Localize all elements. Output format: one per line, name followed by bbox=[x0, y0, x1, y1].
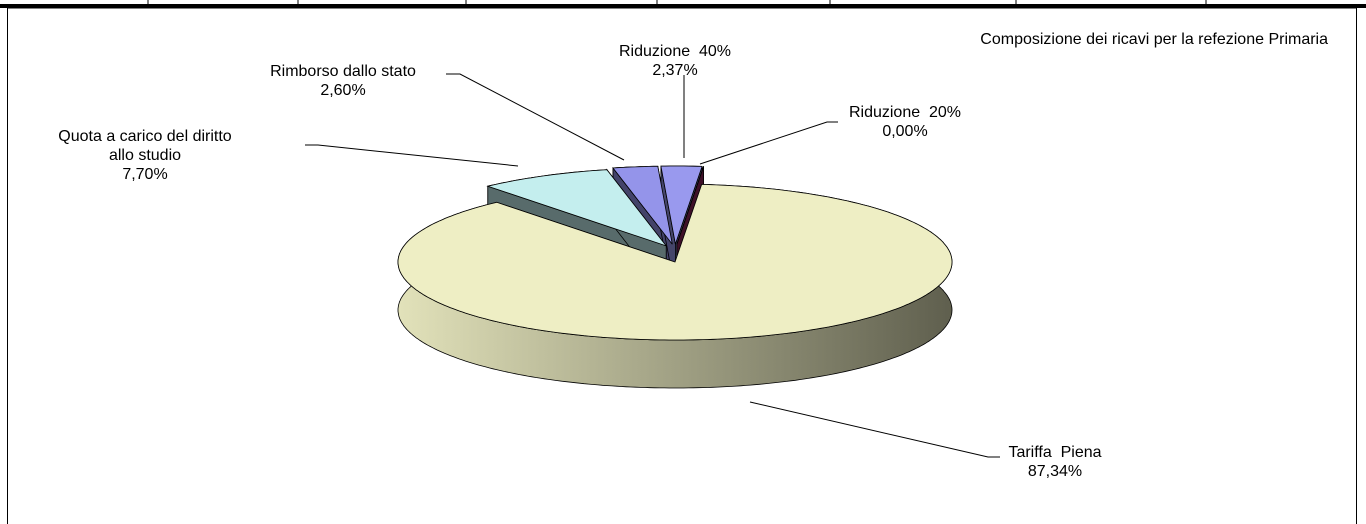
leader-line bbox=[446, 73, 625, 161]
sheet-columns bbox=[147, 0, 1207, 7]
slice bbox=[486, 169, 668, 247]
slice-value: 0,00% bbox=[882, 123, 928, 140]
slice-name: Quota a carico del diritto allo studio bbox=[58, 128, 237, 164]
chart-title: Composizione dei ricavi per la refezione… bbox=[980, 31, 1328, 48]
slice bbox=[397, 183, 953, 341]
slice-value: 7,70% bbox=[122, 166, 168, 183]
slice-value: 2,60% bbox=[320, 82, 366, 99]
slice-name: Rimborso dallo stato bbox=[270, 63, 416, 80]
slice-label: Riduzione 20% 0,00% bbox=[805, 103, 1005, 141]
slice-name: Riduzione 20% bbox=[848, 104, 962, 121]
slice-label: Tariffa Piena 87,34% bbox=[955, 443, 1155, 481]
slice-label: Riduzione 40% 2,37% bbox=[575, 42, 775, 80]
slice-name: Tariffa Piena bbox=[1008, 444, 1102, 461]
leader-line bbox=[305, 144, 519, 167]
slice-label: Quota a carico del diritto allo studio 7,… bbox=[40, 127, 250, 184]
slice bbox=[676, 166, 704, 245]
chart-frame bbox=[7, 7, 1357, 524]
slice-value: 87,34% bbox=[1027, 463, 1083, 480]
leader-line bbox=[699, 121, 838, 165]
slice-value: 2,37% bbox=[652, 62, 698, 79]
slice-name: Riduzione 40% bbox=[618, 43, 732, 60]
slice-label: Rimborso dallo stato 2,60% bbox=[233, 62, 453, 100]
sheet-row bbox=[0, 0, 1366, 7]
slice bbox=[612, 165, 673, 245]
slice bbox=[660, 165, 703, 246]
leader-line bbox=[749, 401, 1000, 458]
